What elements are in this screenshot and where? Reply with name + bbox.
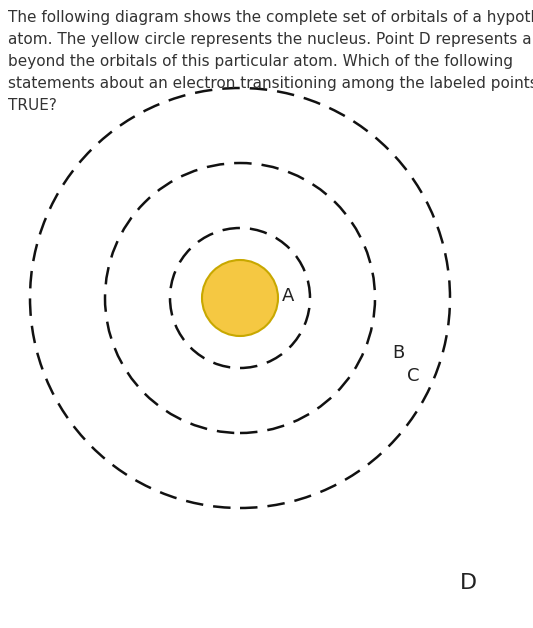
Text: D: D [460, 573, 477, 593]
Text: atom. The yellow circle represents the nucleus. Point D represents a location: atom. The yellow circle represents the n… [8, 32, 533, 47]
Text: statements about an electron transitioning among the labeled points is: statements about an electron transitioni… [8, 76, 533, 91]
Text: beyond the orbitals of this particular atom. Which of the following: beyond the orbitals of this particular a… [8, 54, 513, 69]
Text: C: C [407, 367, 419, 385]
Text: B: B [392, 344, 404, 362]
Text: The following diagram shows the complete set of orbitals of a hypothetical: The following diagram shows the complete… [8, 10, 533, 25]
Circle shape [202, 260, 278, 336]
Text: TRUE?: TRUE? [8, 98, 57, 113]
Text: A: A [282, 287, 294, 305]
